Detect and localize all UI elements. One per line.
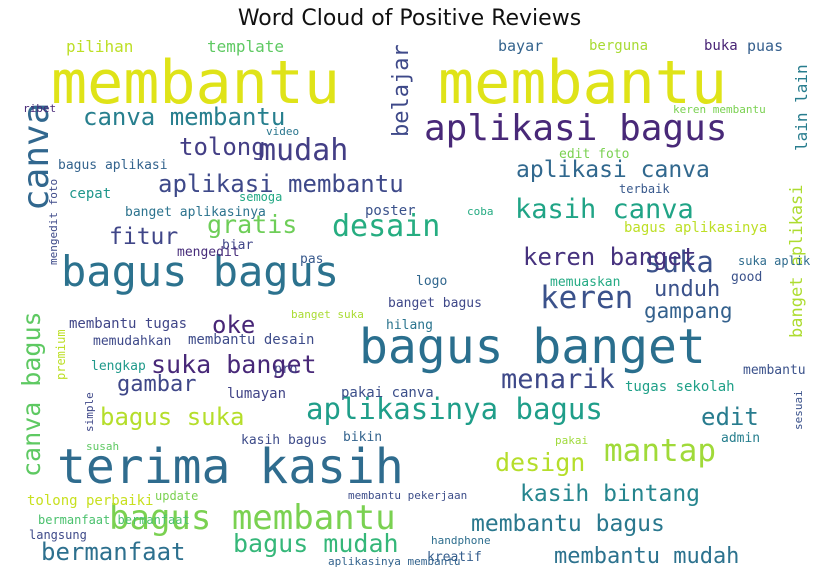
word-74: lengkap (91, 359, 146, 374)
word-10: mudah (258, 133, 349, 168)
word-60: poster (365, 203, 416, 219)
word-42: tugas sekolah (625, 379, 735, 395)
word-2: bagus banget (359, 319, 706, 375)
word-80: susah (86, 440, 120, 453)
word-48: berguna (589, 39, 649, 54)
word-27: design (495, 448, 586, 477)
word-18: suka (644, 245, 714, 279)
word-59: banget aplikasinya (125, 205, 266, 220)
word-90: langsung (29, 528, 87, 542)
word-54: bagus aplikasi (58, 158, 168, 173)
word-34: oke (212, 311, 256, 339)
word-72: memudahkan (93, 334, 172, 349)
word-78: membantu terima (743, 363, 811, 378)
word-35: unduh (654, 277, 721, 302)
word-36: gampang (644, 299, 733, 323)
word-62: biar (222, 238, 254, 253)
word-9: desain (332, 209, 441, 244)
word-19: kasih bintang (520, 481, 701, 507)
word-8: aplikasinya bagus (306, 392, 603, 426)
word-29: gratis (207, 210, 298, 239)
word-63: mengedit (177, 245, 240, 260)
word-86: tolong perbaiki (27, 493, 154, 509)
word-25: bermanfaat (41, 538, 186, 566)
word-30: tolong (179, 133, 266, 161)
word-47: bayar (498, 39, 544, 55)
word-14: kasih canva (515, 194, 694, 225)
word-65: suka aplikasi (738, 254, 811, 268)
word-32: belajar (389, 43, 414, 137)
word-45: pilihan (66, 39, 134, 56)
word-77: pakai canva (341, 385, 434, 401)
word-61: coba (467, 205, 494, 218)
word-0: membantu (51, 48, 340, 118)
word-73: premium (54, 328, 68, 380)
word-41: membantu desain (188, 332, 315, 348)
word-31: edit (701, 403, 759, 431)
word-24: suka banget (151, 350, 317, 379)
word-93: aplikasinya membantu (328, 555, 461, 568)
word-89: bermanfaat bermanfaat (38, 513, 190, 527)
word-3: terima kasih (57, 439, 404, 495)
word-17: aplikasi canva (516, 157, 710, 183)
word-85: sesuai (792, 389, 805, 430)
word-37: gambar (117, 372, 197, 397)
word-1: membantu (438, 48, 727, 118)
word-83: pakai (555, 434, 589, 447)
word-51: ribet (23, 102, 57, 115)
word-21: membantu mudah (554, 544, 740, 569)
word-68: memuaskan (550, 275, 621, 290)
word-81: kasih bagus (241, 433, 328, 448)
word-5: aplikasi bagus (424, 108, 728, 149)
word-7: bagus membantu (109, 498, 396, 538)
word-33: fitur (109, 224, 179, 250)
word-43: bagus aplikasinya (624, 220, 768, 236)
word-75: pro (274, 362, 298, 377)
word-92: handphone (431, 534, 491, 547)
word-55: edit foto (559, 147, 630, 162)
word-50: puas (747, 39, 784, 55)
word-20: membantu bagus (471, 511, 665, 537)
word-69: banget bagus (388, 296, 482, 311)
word-57: semoga (239, 190, 283, 204)
word-64: pas (300, 252, 324, 267)
word-88: membantu pekerjaan (348, 489, 468, 502)
word-91: kreatif (427, 550, 482, 565)
word-71: hilang (386, 318, 433, 333)
word-12: keren (540, 280, 634, 316)
word-22: bagus mudah (233, 529, 399, 558)
word-cloud: membantu membantu bagus banget terima kasih… (11, 39, 811, 573)
word-84: admin (721, 431, 761, 446)
word-76: lumayan (227, 386, 287, 402)
word-87: update (155, 489, 199, 503)
word-82: bikin (343, 430, 383, 445)
word-26: menarik (501, 364, 615, 395)
word-67: logo (416, 274, 448, 289)
word-4: bagus bagus (61, 247, 340, 296)
word-49: buka (704, 39, 738, 54)
chart-title: Word Cloud of Positive Reviews (237, 6, 582, 31)
word-58: terbaik (619, 182, 670, 196)
word-79: simple (83, 391, 96, 432)
word-40: membantu tugas (69, 316, 188, 332)
word-13: mantap (604, 433, 716, 469)
word-16: aplikasi membantu (158, 170, 404, 198)
word-70: banget suka (291, 308, 364, 321)
word-53: keren membantu (673, 103, 766, 116)
word-15: canva membantu (83, 103, 286, 131)
word-44: mengedit foto (47, 178, 60, 266)
word-66: good (731, 270, 763, 285)
word-46: template (207, 39, 285, 56)
word-28: keren banget (523, 243, 697, 271)
word-39: lain lain (792, 63, 811, 151)
word-52: video (266, 125, 300, 138)
word-23: bagus suka (100, 403, 245, 431)
word-56: cepat (69, 186, 112, 202)
word-11: canva bagus (17, 310, 46, 477)
